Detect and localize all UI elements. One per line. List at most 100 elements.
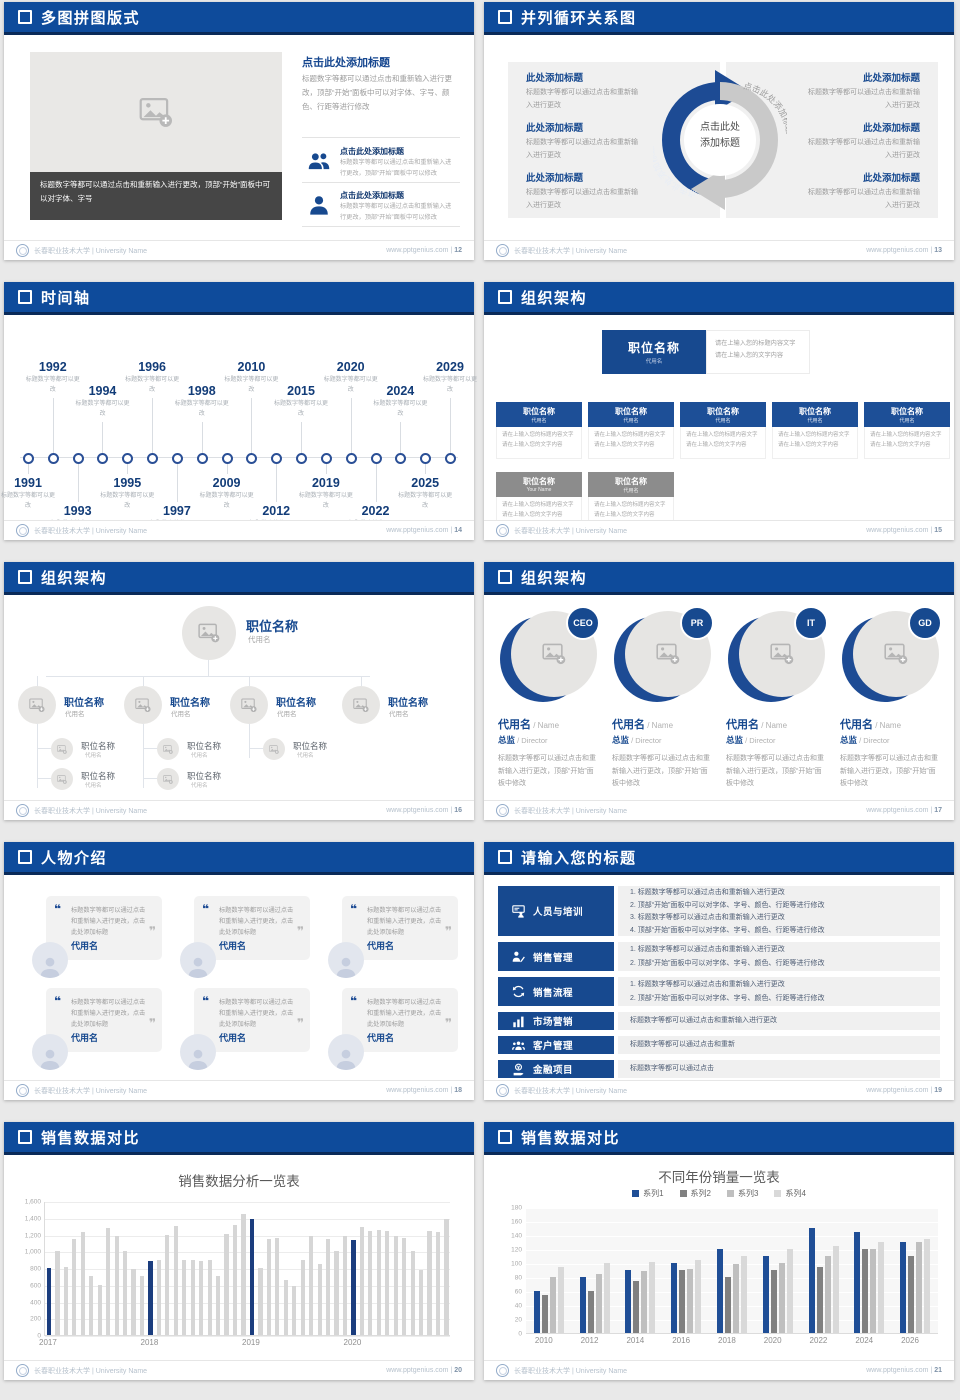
- slide-thumbnail-20[interactable]: 销售数据对比 销售数据分析一览表 0 200 400 600 800 1,000 1,200…: [0, 1120, 480, 1400]
- org-connector: [37, 748, 51, 749]
- director-card: PR 代用名 / Name 总监 / Director 标题数字等都可以通过点击和重新…: [612, 606, 720, 791]
- org-card-line: 请在上输入您的文字内容: [502, 511, 563, 518]
- org-card-line: 请在上输入您的标题内容文字: [502, 432, 574, 438]
- bar: [368, 1231, 373, 1335]
- monthly-bar-chart: 0 200 400 600 800 1,000 1,200 1,400 1,600 2017 201…: [25, 1199, 450, 1347]
- category-button-销售流程[interactable]: 销售流程: [498, 977, 614, 1006]
- x-tick-label: 2019: [242, 1338, 260, 1347]
- avatar: [334, 1046, 358, 1070]
- timeline-event: 1995 标题数字等都可以更改: [99, 476, 155, 511]
- university-logo-icon: [496, 524, 509, 537]
- slide-footer: 长春职业技术大学 | University Name www.pptgenius.…: [484, 520, 954, 540]
- slide-thumbnail-13[interactable]: 并列循环关系图 此处添加标题 标题数字等都可以通过点击和重新输入进行更改 此处添加标…: [480, 0, 960, 280]
- slide-thumbnail-17[interactable]: 组织架构 CEO 代用名 / Name 总监 / Director 标题数字等都可以通…: [480, 560, 960, 840]
- director-desc: 标题数字等都可以通过点击和重新输入进行更改，顶部“开始”面板中修改: [498, 755, 596, 788]
- org-node-sub: 代用名: [277, 711, 297, 718]
- testimonial-name: 代用名: [71, 941, 99, 951]
- y-tick-label: 1,600: [24, 1198, 41, 1206]
- timeline-caption: 标题数字等都可以更改: [323, 377, 378, 393]
- category-button-人员与培训[interactable]: 人员与培训: [498, 886, 614, 936]
- footer-org-text: 长春职业技术大学 | University Name: [514, 1087, 628, 1095]
- detail-line: 标题数字等都可以通过点击和重新: [630, 1041, 735, 1049]
- timeline-node: [221, 453, 233, 464]
- timeline-node: [445, 453, 456, 464]
- org-card-header: 职位名称 Your Name: [496, 472, 582, 497]
- director-name: 代用名 / Name: [612, 719, 674, 731]
- name-cn: 代用名: [726, 719, 759, 731]
- bar: [862, 1249, 869, 1333]
- timeline-event: 1994 标题数字等都可以更改: [74, 384, 130, 419]
- org-connector: [143, 676, 144, 686]
- university-logo-icon: [496, 1084, 509, 1097]
- item-title: 此处添加标题: [862, 173, 920, 184]
- bar: [156, 1260, 162, 1335]
- slide-footer: 长春职业技术大学 | University Name www.pptgenius.…: [484, 1080, 954, 1100]
- bar: [687, 1268, 694, 1333]
- category-button-销售管理[interactable]: 销售管理: [498, 942, 614, 971]
- quote-close-icon: ❞: [148, 924, 156, 938]
- university-logo-icon: [496, 244, 509, 257]
- gridline: [526, 1208, 938, 1209]
- category-detail-panel: 标题数字等都可以通过点击和重新: [618, 1036, 940, 1054]
- image: [29, 698, 45, 712]
- university-logo-icon: [16, 524, 29, 537]
- y-tick-label: 60: [514, 1288, 522, 1296]
- org-card-line: 请在上输入您的标题内容文字: [594, 432, 666, 438]
- category-button-客户管理[interactable]: 客户管理: [498, 1036, 614, 1054]
- org-node-photo: [230, 686, 268, 724]
- quote-open-icon: ❝: [54, 902, 62, 916]
- category-button-市场营销[interactable]: 市场营销: [498, 1012, 614, 1030]
- bar: [89, 1276, 94, 1335]
- slide-thumbnail-15[interactable]: 组织架构 职位名称 代用名 请在上输入您的标题内容文字 请在上输入您的文字内容 …: [480, 280, 960, 560]
- bar: [55, 1251, 60, 1335]
- slide-title: 人物介绍: [41, 849, 108, 867]
- legend-item: 系列2: [679, 1188, 711, 1199]
- footer-org: 长春职业技术大学 | University Name: [16, 244, 147, 257]
- timeline-node: [97, 453, 109, 464]
- org-node-title: 职位名称: [64, 698, 104, 709]
- slide-thumbnail-16[interactable]: 组织架构 职位名称 代用名 职位名称 代用名 职位名称 代用名 职位名称 代用名 职位名称 代用名…: [0, 560, 480, 840]
- bar: [832, 1245, 839, 1333]
- y-tick-label: 1,000: [24, 1248, 41, 1256]
- org-card: 职位名称 代用名 请在上输入您的标题内容文字 请在上输入您的文字内容: [588, 402, 674, 459]
- detail-line: 2. 顶部“开始”面板中可以对字体、字号、颜色、行距等进行修改: [630, 994, 825, 1002]
- org-subnode-sub: 代用名: [191, 753, 208, 759]
- org-subnode-title: 职位名称: [81, 741, 116, 751]
- detail-line: 4. 顶部“开始”面板中可以对字体、字号、颜色、行距等进行修改: [630, 926, 825, 934]
- timeline-year: 1992: [38, 360, 67, 374]
- x-tick-label: 2016: [672, 1336, 691, 1345]
- slide-thumbnail-18[interactable]: 人物介绍 ❝ ❞ 标题数字等都可以通过点击和重新输入进行更改，点击此处添加标题 代用名…: [0, 840, 480, 1120]
- y-tick-label: 600: [30, 1282, 41, 1290]
- bar: [148, 1261, 153, 1335]
- slide-12-content: 标题数字等都可以通过点击和重新输入进行更改，顶部“开始”面板中可以对字体、字号 …: [4, 38, 474, 240]
- director-photo: PR: [614, 606, 714, 708]
- org-subnode-photo: [51, 768, 73, 790]
- footer-org: 长春职业技术大学 | University Name: [496, 524, 627, 537]
- director-name: 代用名 / Name: [726, 719, 788, 731]
- bar: [114, 1236, 119, 1335]
- bar: [733, 1264, 739, 1333]
- bar: [317, 1263, 322, 1335]
- org-card-body: 请在上输入您的标题内容文字 请在上输入您的文字内容: [772, 427, 858, 459]
- bar: [300, 1259, 305, 1335]
- slide-title: 并列循环关系图: [521, 9, 637, 27]
- timeline-caption: 标题数字等都可以更改: [174, 401, 229, 417]
- org-card-sub: 代用名: [715, 418, 731, 424]
- slide-thumbnail-14[interactable]: 时间轴 1991 标题数字等都可以更改 1992 标题数字等都可以更改 1993 标题数字…: [0, 280, 480, 560]
- legend-swatch: [632, 1190, 640, 1197]
- avatar: [32, 1034, 68, 1070]
- org-card-line: 请在上输入您的文字内容: [594, 441, 655, 448]
- category-label: 金融项目: [533, 1065, 574, 1076]
- bar: [376, 1230, 381, 1335]
- item-text: 标题数字等都可以通过点击和重新输入进行更改: [526, 89, 638, 109]
- footer-org: 长春职业技术大学 | University Name: [496, 804, 627, 817]
- gridline: [526, 1306, 938, 1307]
- org-card-body: 请在上输入您的标题内容文字 请在上输入您的文字内容: [864, 427, 950, 459]
- slide-thumbnail-21[interactable]: 销售数据对比 不同年份销量一览表 系列1 系列2 系列3 系列4 0 20 40 60 80 1…: [480, 1120, 960, 1400]
- footer-site: www.pptgenius.com | 16: [386, 807, 462, 814]
- category-button-金融项目[interactable]: 金融项目: [498, 1060, 614, 1078]
- gridline: [526, 1334, 938, 1335]
- slide-thumbnail-19[interactable]: 请输入您的标题 人员与培训 1. 标题数字等都可以通过点击和重新输入进行更改 2. …: [480, 840, 960, 1120]
- org-connector: [361, 676, 362, 686]
- slide-thumbnail-12[interactable]: 多图拼图版式 标题数字等都可以通过点击和重新输入进行更改，顶部“开始”面板中可以…: [0, 0, 480, 280]
